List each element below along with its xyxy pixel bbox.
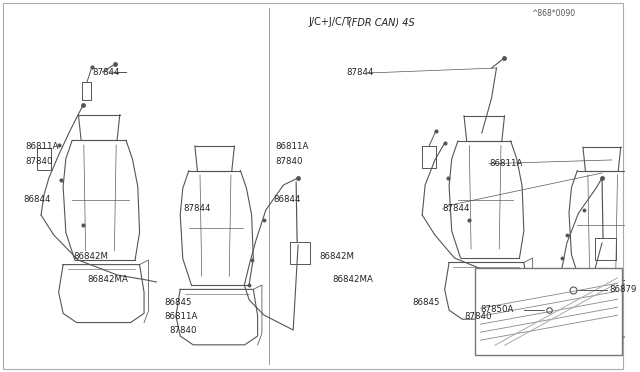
- Text: 86879: 86879: [609, 285, 637, 294]
- Text: ^868*0090: ^868*0090: [531, 9, 575, 17]
- Text: 87840: 87840: [169, 326, 196, 335]
- Text: 86811A: 86811A: [25, 142, 58, 151]
- Text: 87844: 87844: [443, 204, 470, 213]
- Text: 87844: 87844: [346, 68, 373, 77]
- Text: 87840: 87840: [25, 157, 52, 166]
- Text: 86844: 86844: [24, 195, 51, 203]
- Text: 86845: 86845: [413, 298, 440, 307]
- Text: 86844: 86844: [273, 195, 301, 203]
- Text: 87850A: 87850A: [480, 305, 514, 314]
- Text: 86811A: 86811A: [275, 142, 308, 151]
- Text: 87840: 87840: [465, 312, 492, 321]
- Text: J/C+J/C/T: J/C+J/C/T: [309, 17, 352, 27]
- Text: 86842MA: 86842MA: [88, 275, 129, 283]
- Text: (FDR CAN) 4S: (FDR CAN) 4S: [348, 17, 415, 27]
- Text: 86842M: 86842M: [74, 252, 109, 261]
- Bar: [476, 268, 622, 355]
- Text: 87844: 87844: [93, 68, 120, 77]
- Text: 87840: 87840: [275, 157, 303, 166]
- Text: 86842M: 86842M: [319, 252, 354, 261]
- Text: 87844: 87844: [183, 204, 211, 213]
- Text: 86811A: 86811A: [489, 159, 522, 168]
- Text: 86845: 86845: [164, 298, 191, 307]
- Text: 86811A: 86811A: [164, 312, 197, 321]
- Text: 86842MA: 86842MA: [333, 275, 374, 283]
